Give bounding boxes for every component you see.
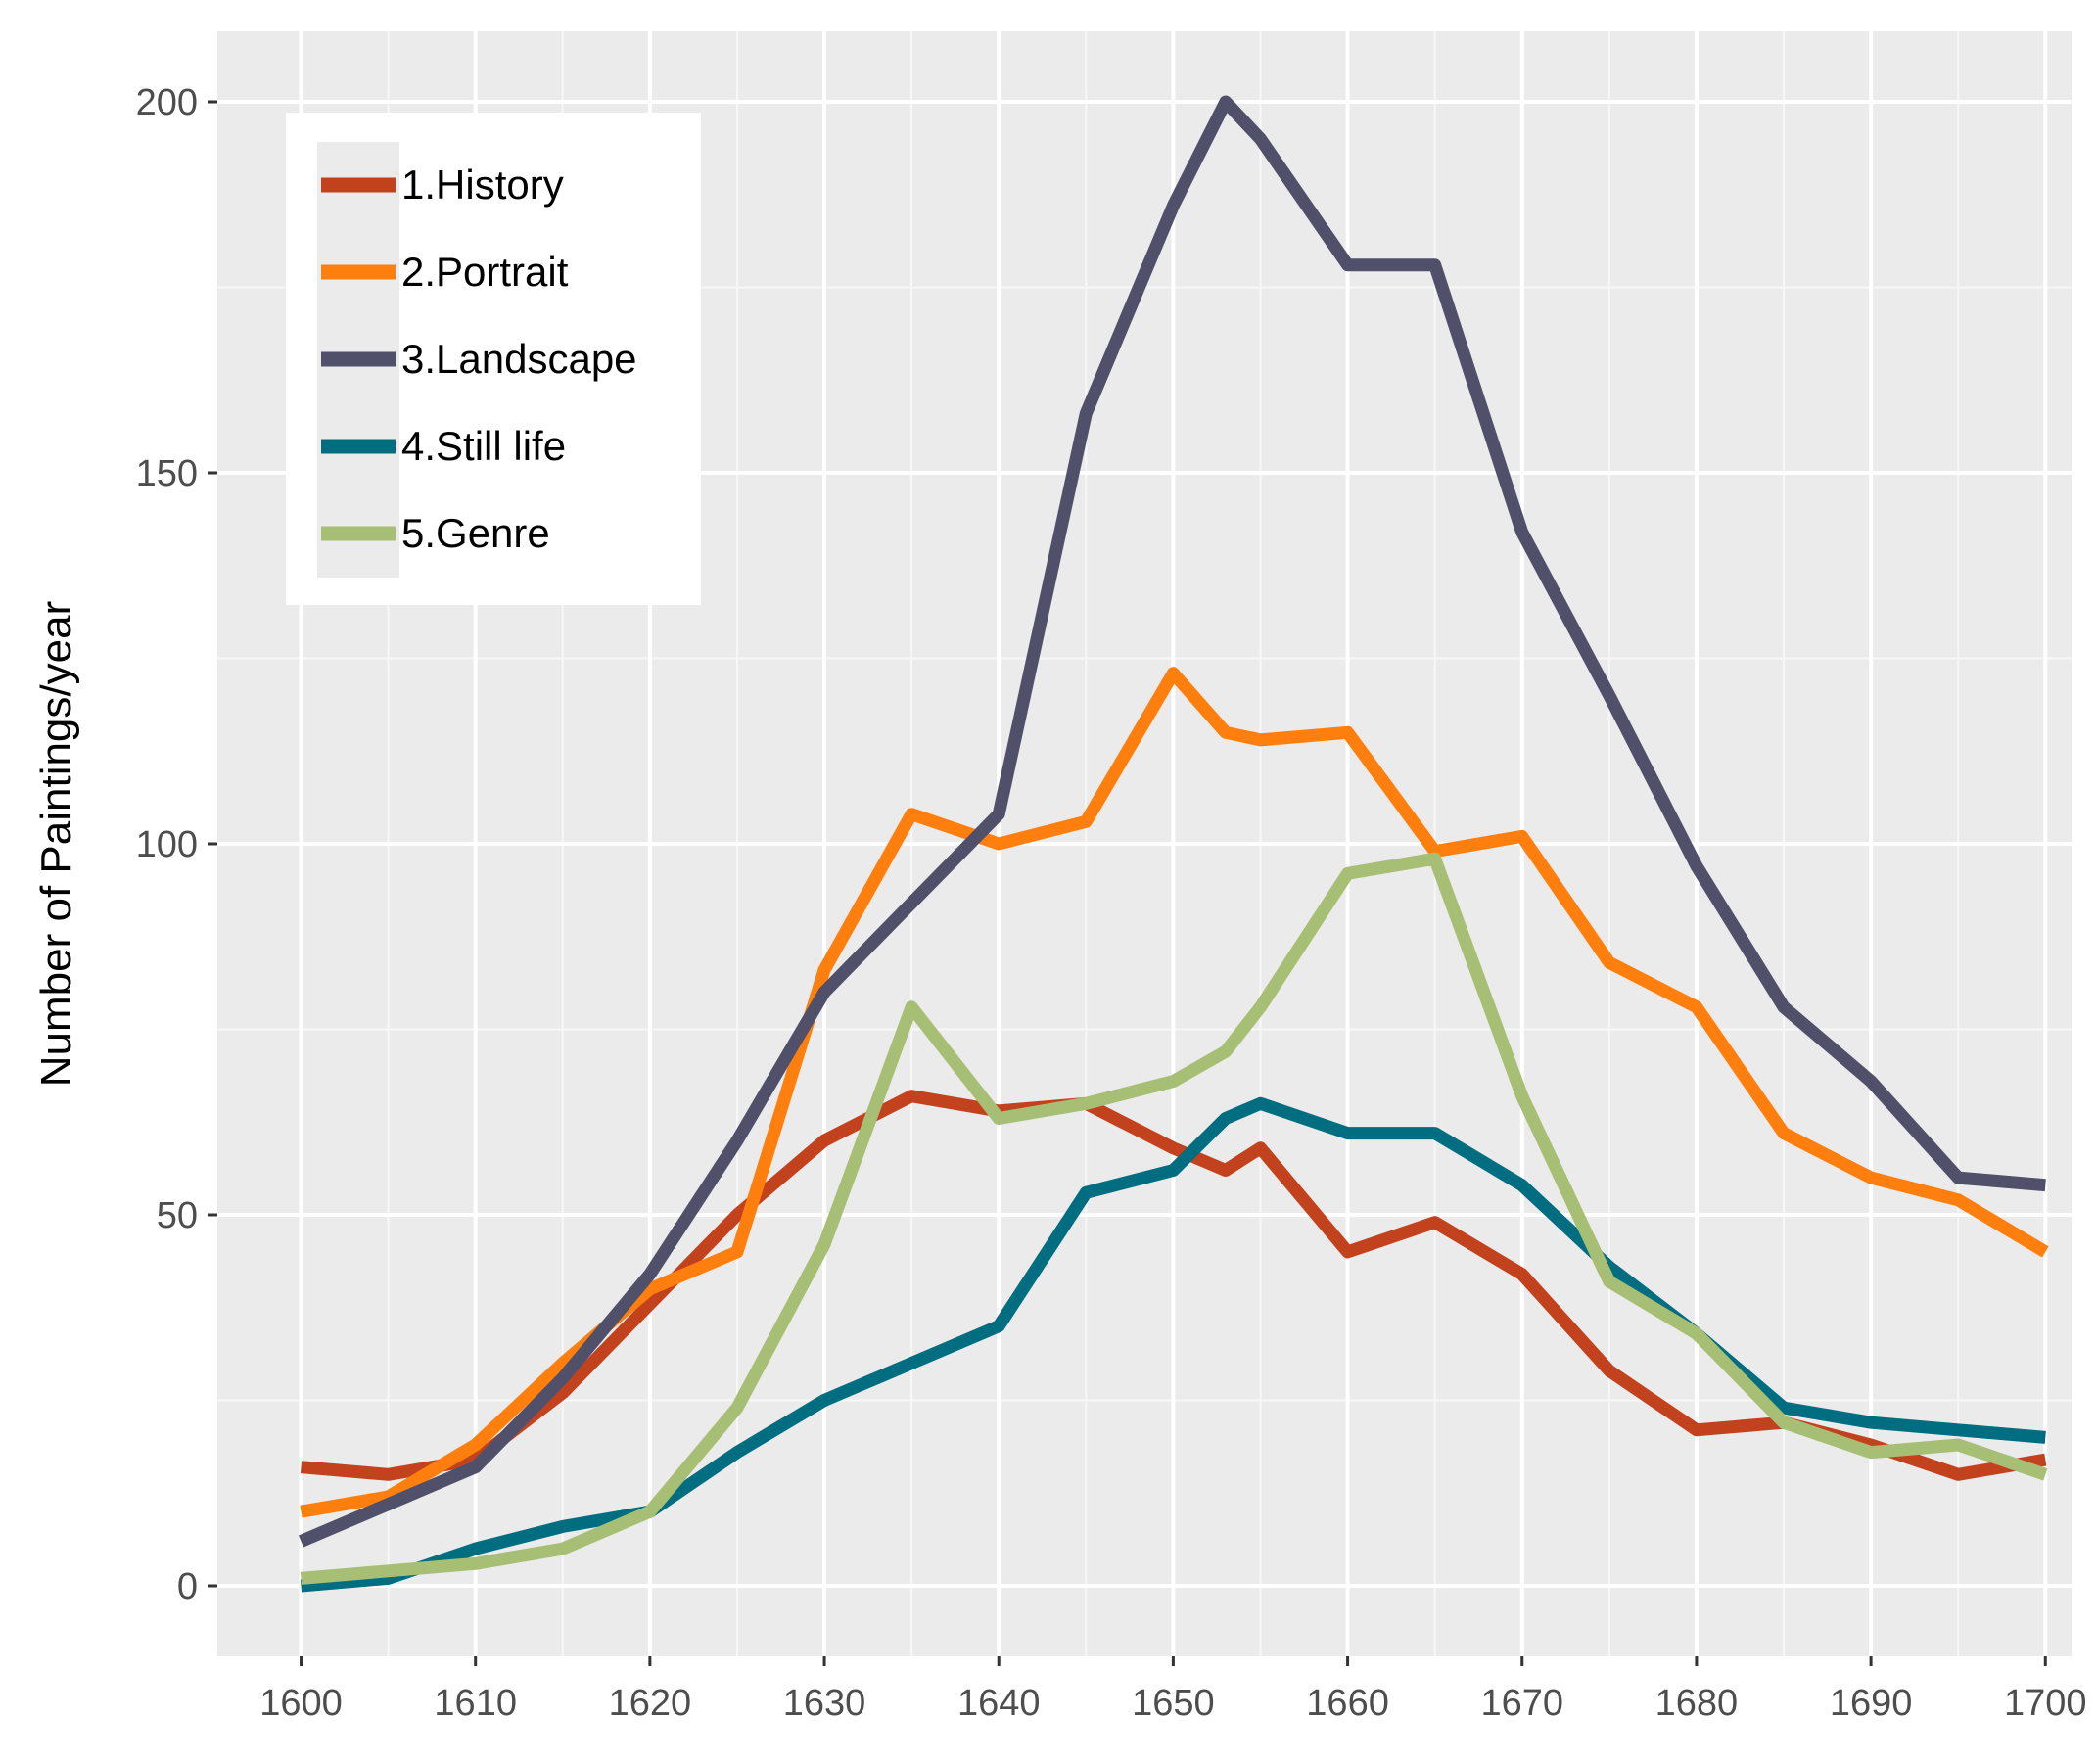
legend-label-genre: 5.Genre [401, 510, 550, 556]
x-tick-label: 1600 [259, 1683, 343, 1724]
series-lines [298, 95, 2049, 1593]
legend: 1.History 2.Portrait 3.Landscape 4.Still li… [286, 113, 701, 605]
x-tick-label: 1670 [1480, 1683, 1563, 1724]
legend-label-portrait: 2.Portrait [401, 249, 569, 295]
legend-label-landscape: 3.Landscape [401, 336, 637, 382]
x-tick-label: 1680 [1655, 1683, 1739, 1724]
x-tick-label: 1650 [1132, 1683, 1215, 1724]
x-tick-label: 1640 [957, 1683, 1041, 1724]
x-tick-label: 1610 [434, 1683, 517, 1724]
y-tick-label: 100 [136, 824, 198, 865]
series-line-genre [300, 852, 2048, 1585]
x-tick-label: 1630 [783, 1683, 866, 1724]
y-tick-label: 50 [157, 1195, 198, 1236]
y-tick-label: 150 [136, 453, 198, 494]
y-tick-label: 200 [136, 82, 198, 123]
x-tick-label: 1700 [2004, 1683, 2087, 1724]
y-axis-label: Number of Paintings/year [32, 601, 80, 1087]
x-tick-label: 1660 [1306, 1683, 1389, 1724]
legend-label-still-life: 4.Still life [401, 423, 566, 469]
x-tick-label: 1690 [1830, 1683, 1913, 1724]
x-tick-label: 1620 [609, 1683, 692, 1724]
x-axis: 1600 1610 1620 1630 1640 1650 1660 1670 1680 1690… [259, 1656, 2087, 1724]
y-axis: 0 50 100 150 200 [136, 82, 217, 1607]
series-line-history [300, 1090, 2047, 1481]
legend-label-history: 1.History [401, 162, 564, 208]
y-tick-label: 0 [177, 1566, 198, 1607]
series-line-landscape [298, 95, 2046, 1548]
